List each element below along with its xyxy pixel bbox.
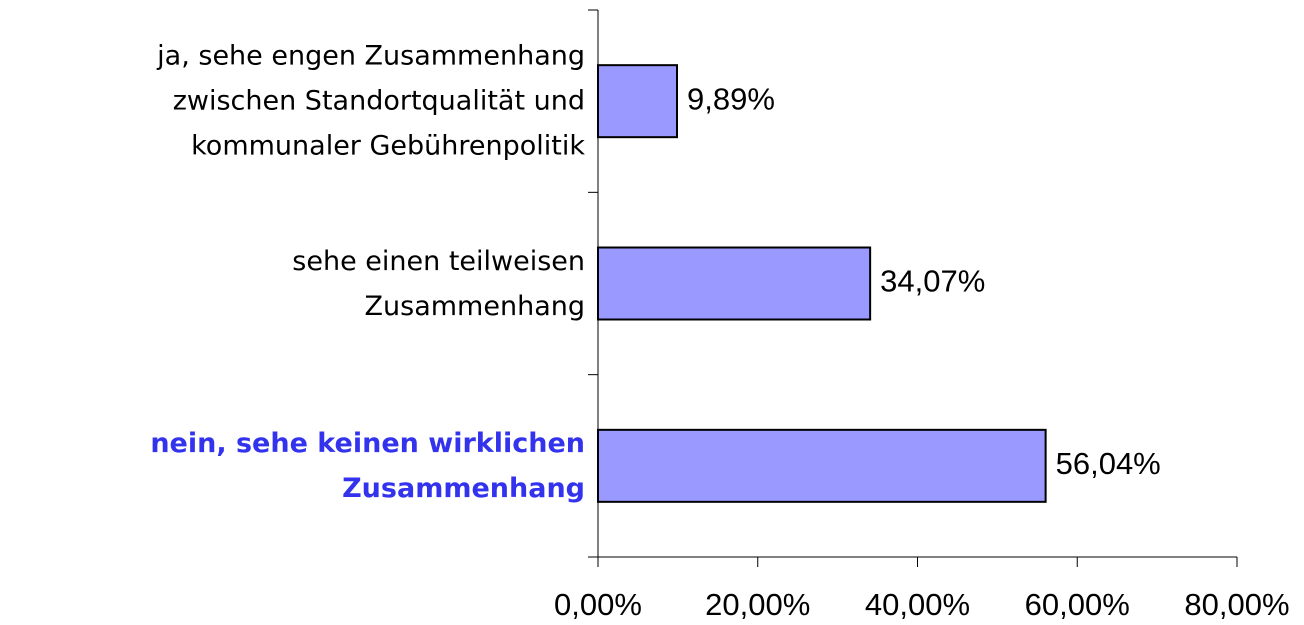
x-tick-label: 0,00% [554, 587, 642, 622]
bar [597, 246, 872, 321]
bar [597, 64, 678, 139]
value-label: 9,89% [687, 81, 775, 116]
bar [597, 428, 1047, 503]
category-label: sehe einen teilweisen Zusammenhang [292, 245, 585, 322]
x-tick-label: 80,00% [1184, 587, 1289, 622]
category-label: nein, sehe keinen wirklichen Zusammenhan… [150, 427, 585, 504]
value-label: 34,07% [880, 264, 985, 299]
x-tick-label: 20,00% [705, 587, 810, 622]
x-tick-label: 60,00% [1025, 587, 1130, 622]
value-label: 56,04% [1056, 446, 1161, 481]
category-label: ja, sehe engen Zusammenhang zwischen Sta… [157, 40, 585, 162]
x-tick-label: 40,00% [865, 587, 970, 622]
